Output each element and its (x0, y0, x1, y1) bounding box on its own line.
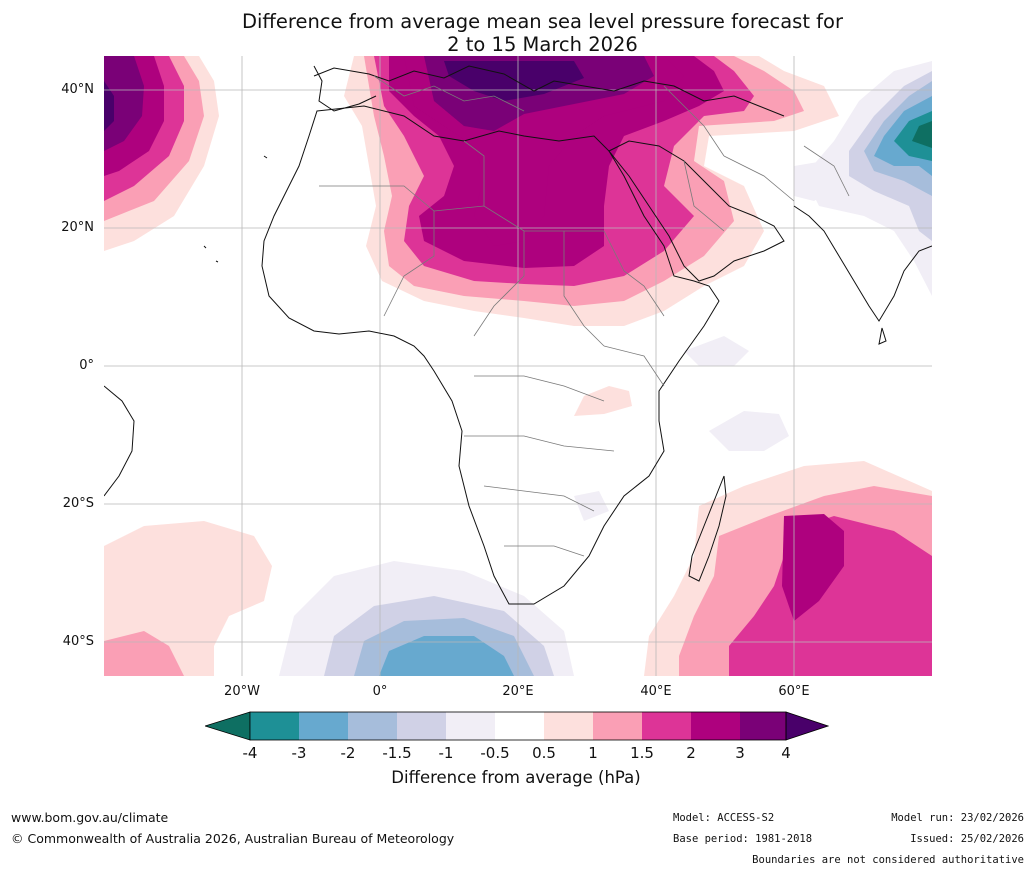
colorbar-tick: -2 (340, 744, 356, 762)
colorbar-outline (249, 711, 787, 741)
colorbar-tick: 3 (735, 744, 745, 762)
colorbar-tick: 2 (686, 744, 696, 762)
colorbar-cell (348, 712, 397, 740)
lat-label-40s: 40°S (62, 634, 94, 649)
colorbar-cell (299, 712, 348, 740)
colorbar-cell (593, 712, 642, 740)
footer-model-run: Model run: 23/02/2026 (891, 812, 1024, 824)
contour-sindian-1.5 (729, 516, 932, 676)
lat-label-0: 0° (79, 358, 94, 373)
footer-website[interactable]: www.bom.gov.au/climate (11, 810, 169, 825)
coastline-madagascar (688, 475, 727, 582)
coastline-iberia (313, 65, 377, 112)
coastlines (104, 65, 932, 605)
contour-satlantic-neg-2 (379, 636, 514, 676)
colorbar-arrow-low (203, 711, 251, 741)
pressure-anomaly-map (104, 56, 932, 676)
colorbar-label: Difference from average (hPa) (391, 768, 641, 787)
footer-base-period: Base period: 1981-2018 (673, 833, 813, 845)
contour-natlantic-4 (104, 81, 114, 131)
contour-nafrica-peak (444, 61, 584, 101)
colorbar-tick: -4 (242, 744, 258, 762)
colorbar-tick: -1.5 (382, 744, 412, 762)
colorbar-tick: -0.5 (480, 744, 510, 762)
title-line-1: Difference from average mean sea level p… (242, 10, 843, 33)
contour-asia-neg-4 (912, 121, 932, 148)
colorbar-cell (642, 712, 691, 740)
coastline-islands (203, 155, 268, 263)
lon-label-60e: 60°E (778, 684, 810, 699)
contour-gulfguinea-neg-0.5 (574, 491, 609, 521)
contour-eindian-neg-0.5-b (709, 411, 789, 451)
contour-sindian-2 (782, 514, 844, 621)
lat-label-40n: 40°N (61, 82, 94, 97)
coastline-sri-lanka (878, 327, 887, 345)
colorbar-arrow-high (785, 711, 830, 741)
colorbar-tick: 1.5 (630, 744, 654, 762)
footer-issued: Issued: 25/02/2026 (910, 833, 1024, 845)
coastline-arabia (608, 140, 785, 282)
colorbar-tick: 4 (781, 744, 791, 762)
footer-copyright: © Commonwealth of Australia 2026, Austra… (11, 831, 455, 846)
lon-label-20w: 20°W (224, 684, 260, 699)
lon-label-0: 0° (372, 684, 388, 699)
map-canvas (104, 56, 932, 676)
colorbar-tick: 1 (588, 744, 598, 762)
coastline-africa (261, 105, 720, 605)
colorbar-cell (740, 712, 786, 740)
colorbar-tick: -1 (438, 744, 454, 762)
footer-model: Model: ACCESS-S2 (673, 812, 775, 824)
colorbar-tick: 0.5 (532, 744, 556, 762)
graticule (104, 56, 932, 676)
colorbar-cell (446, 712, 495, 740)
coastline-india (793, 205, 932, 322)
colorbar-cell (544, 712, 593, 740)
lat-label-20n: 20°N (61, 220, 94, 235)
title-line-2: 2 to 15 March 2026 (447, 33, 638, 56)
contour-natlantic-3 (104, 56, 144, 151)
colorbar-cell (397, 712, 446, 740)
lon-label-40e: 40°E (640, 684, 672, 699)
colorbar-cell (691, 712, 740, 740)
coastline-europe (313, 65, 785, 117)
lon-label-20e: 20°E (502, 684, 534, 699)
country-boundaries (319, 75, 850, 557)
colorbar-svg (203, 711, 830, 741)
colorbar (203, 711, 830, 747)
colorbar-cell (250, 712, 299, 740)
coastline-south-america (104, 385, 135, 497)
map-title: Difference from average mean sea level p… (0, 10, 1035, 56)
contour-eindian-neg-0.5-a (684, 336, 749, 366)
lat-label-20s: 20°S (62, 496, 94, 511)
footer-disclaimer: Boundaries are not considered authoritat… (752, 854, 1024, 866)
colorbar-cell (495, 712, 544, 740)
contour-asia-neg-3 (894, 111, 932, 161)
colorbar-tick: -3 (291, 744, 307, 762)
